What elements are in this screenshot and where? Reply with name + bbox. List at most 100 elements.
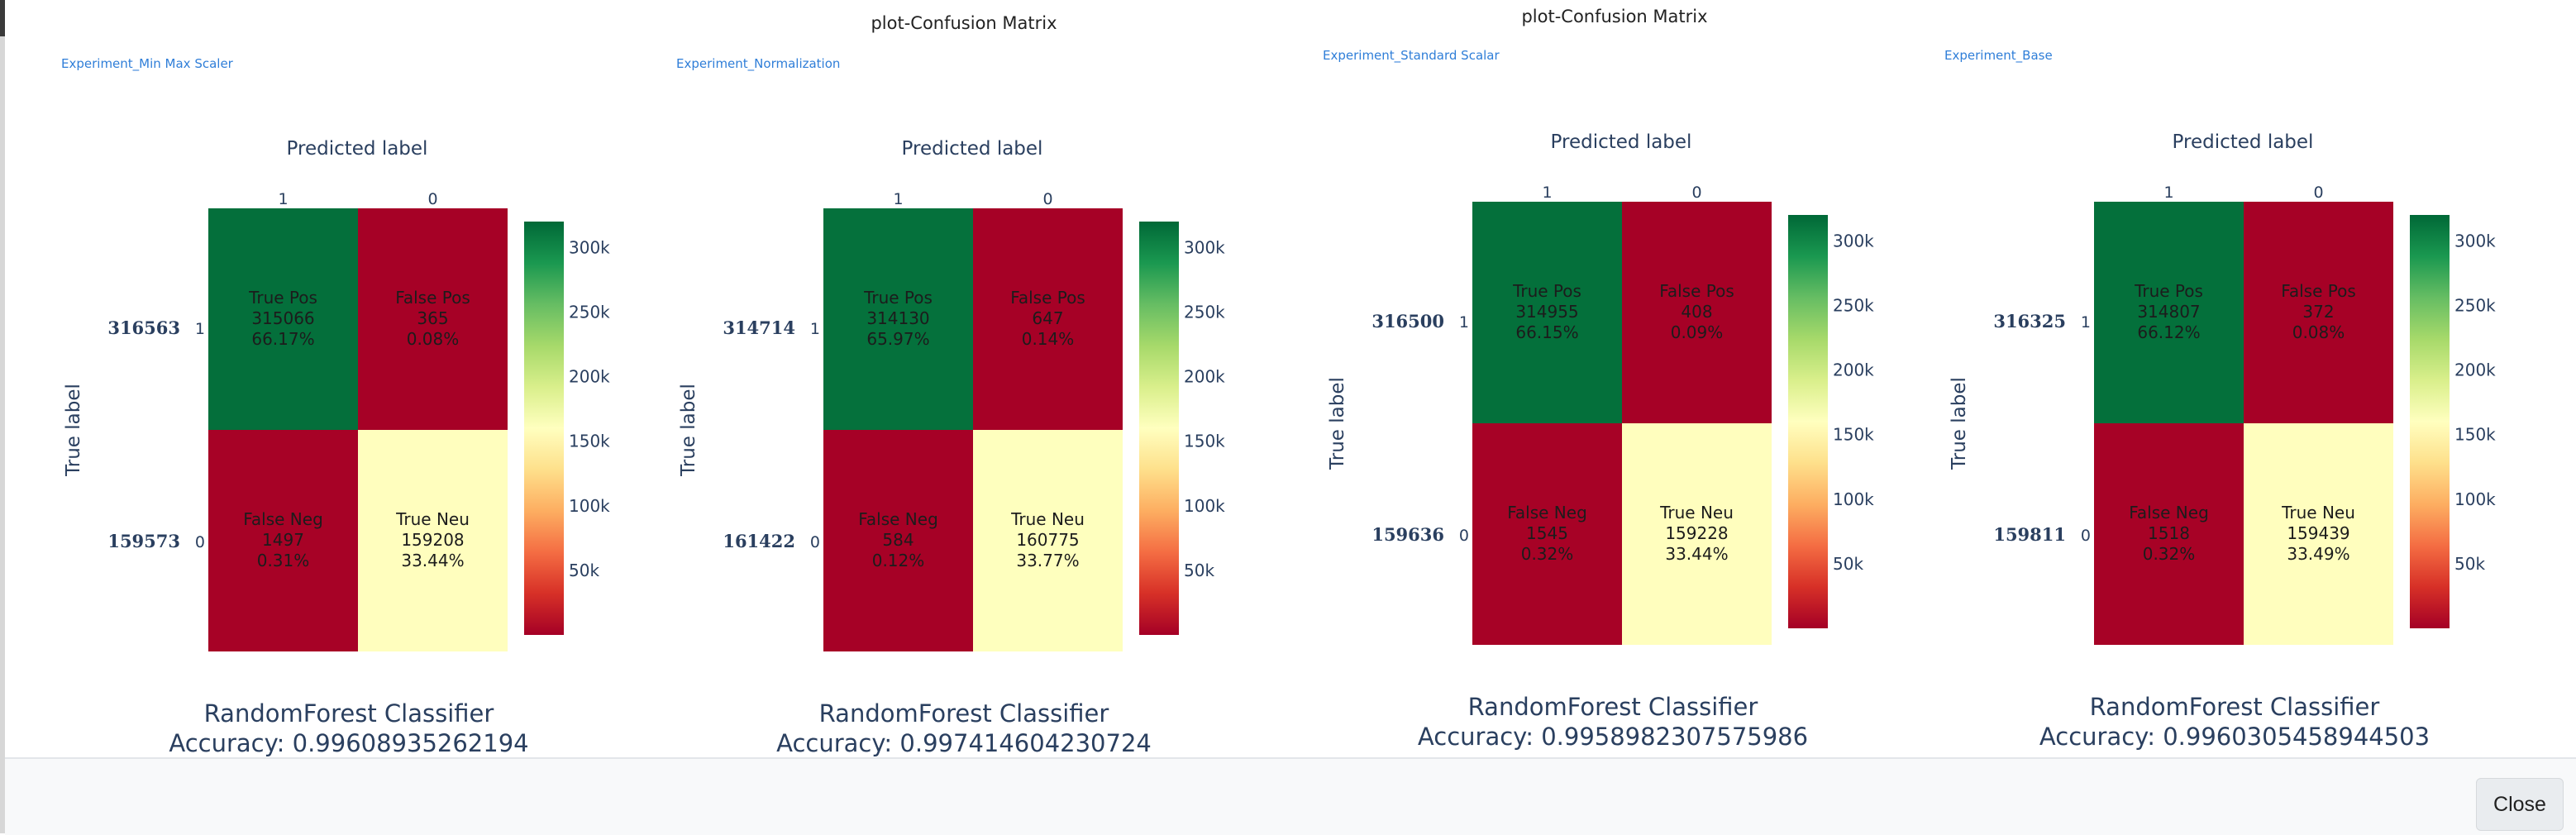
cell-annotation: 314130 xyxy=(866,308,929,328)
cell-annotation: 0.09% xyxy=(1671,322,1724,342)
cell-annotation: 314807 xyxy=(2137,302,2200,322)
heatmap-cell xyxy=(208,430,358,651)
y-tick-label: 1 xyxy=(810,320,820,338)
cell-annotation: False Neg xyxy=(1507,503,1587,522)
x-tick-label: 1 xyxy=(1542,184,1552,202)
x-tick-label: 0 xyxy=(427,190,437,208)
cell-annotation: 0.32% xyxy=(2143,544,2196,564)
colorbar-tick-label: 200k xyxy=(2454,360,2496,380)
cell-annotation: False Pos xyxy=(2281,281,2356,301)
cell-annotation: 33.44% xyxy=(1665,544,1728,564)
cell-annotation: True Pos xyxy=(863,288,933,308)
close-button[interactable]: Close xyxy=(2476,778,2564,831)
heatmap-cell xyxy=(358,430,508,651)
heatmap-cell xyxy=(1472,202,1622,423)
colorbar-tick-label: 50k xyxy=(2454,554,2485,574)
colorbar-tick-label: 300k xyxy=(1184,237,1225,257)
cell-annotation: True Neu xyxy=(395,509,470,529)
modal-footer xyxy=(5,757,2576,835)
colorbar-tick-label: 50k xyxy=(1833,554,1863,574)
colorbar-tick-label: 50k xyxy=(569,561,599,580)
cell-annotation: 1518 xyxy=(2148,523,2190,543)
plot-title-2: plot-Confusion Matrix xyxy=(1521,7,1708,26)
colorbar-tick-label: 250k xyxy=(1184,302,1225,322)
colorbar-tick-label: 100k xyxy=(1833,489,1874,509)
cell-annotation: 160775 xyxy=(1016,530,1079,550)
cell-annotation: True Pos xyxy=(248,288,317,308)
confusion-matrix-chart-3: Predicted label True label 1 0 1 316500 0 15963… xyxy=(1327,131,1874,751)
heatmap-cell xyxy=(1472,423,1622,645)
heatmap-cell xyxy=(2094,423,2244,645)
confusion-matrix-chart-1: Predicted label True label 1 0 1 316563 0 15957… xyxy=(63,138,610,757)
heatmap-cell xyxy=(1622,202,1772,423)
y-tick-label: 0 xyxy=(1459,527,1469,545)
cell-annotation: 159439 xyxy=(2287,523,2349,543)
colorbar-tick-label: 150k xyxy=(1833,425,1874,445)
y-axis-title: True label xyxy=(1327,377,1348,470)
cell-annotation: 66.12% xyxy=(2137,322,2200,342)
cell-annotation: 408 xyxy=(1681,302,1712,322)
x-tick-label: 0 xyxy=(2313,184,2323,202)
accuracy-label: Accuracy: 0.99608935262194 xyxy=(169,729,528,757)
cell-annotation: True Neu xyxy=(2281,503,2355,522)
y-tick-label: 0 xyxy=(195,533,205,551)
window-edge-handle xyxy=(0,0,5,36)
cell-annotation: 0.08% xyxy=(2292,322,2345,342)
heatmap-cell xyxy=(823,430,973,651)
colorbar-tick-label: 300k xyxy=(1833,231,1874,250)
cell-annotation: 647 xyxy=(1032,308,1063,328)
experiment-link-standard[interactable]: Experiment_Standard Scalar xyxy=(1323,48,1500,63)
confusion-matrix-chart-2: Predicted label True label 1 0 1 314714 0 16142… xyxy=(678,138,1225,757)
colorbar-tick-label: 250k xyxy=(2454,295,2496,315)
accuracy-label: Accuracy: 0.9960305458944503 xyxy=(2039,723,2430,751)
cell-annotation: 66.17% xyxy=(251,329,314,349)
colorbar-tick-label: 250k xyxy=(569,302,610,322)
colorbar-tick-label: 300k xyxy=(2454,231,2496,250)
cell-annotation: 0.31% xyxy=(257,551,310,570)
cell-annotation: 372 xyxy=(2302,302,2334,322)
colorbar-tick-label: 100k xyxy=(2454,489,2496,509)
heatmap-cell xyxy=(208,208,358,430)
cell-annotation: 0.14% xyxy=(1022,329,1075,349)
colorbar-tick-label: 200k xyxy=(569,367,610,387)
cell-annotation: False Pos xyxy=(395,288,470,308)
y-tick-label: 1 xyxy=(2081,313,2091,332)
heatmap-cell xyxy=(2244,423,2393,645)
cell-annotation: False Pos xyxy=(1659,281,1734,301)
confusion-matrix-panel-4: Predicted label True label 1 0 1 316325 0 15981… xyxy=(1886,0,2496,754)
colorbar-tick-label: 250k xyxy=(1833,295,1874,315)
x-tick-label: 1 xyxy=(278,190,288,208)
cell-annotation: 1545 xyxy=(1526,523,1568,543)
colorbar xyxy=(1139,222,1179,635)
experiment-link-base[interactable]: Experiment_Base xyxy=(1944,48,2053,63)
cell-annotation: False Neg xyxy=(858,509,938,529)
row-total-label: 316563 xyxy=(107,317,180,338)
cell-annotation: 66.15% xyxy=(1515,322,1578,342)
row-total-label: 316500 xyxy=(1371,311,1444,332)
left-edge-bar xyxy=(0,0,5,833)
cell-annotation: False Neg xyxy=(2129,503,2209,522)
colorbar-tick-label: 200k xyxy=(1184,367,1225,387)
heatmap-cell xyxy=(973,430,1123,651)
cell-annotation: 33.44% xyxy=(401,551,464,570)
x-axis-title: Predicted label xyxy=(902,138,1043,160)
cell-annotation: 65.97% xyxy=(866,329,929,349)
row-total-label: 159636 xyxy=(1371,524,1444,545)
experiment-link-normalization[interactable]: Experiment_Normalization xyxy=(676,56,841,71)
cell-annotation: 314955 xyxy=(1515,302,1578,322)
y-tick-label: 1 xyxy=(195,320,205,338)
y-tick-label: 0 xyxy=(2081,527,2091,545)
cell-annotation: 584 xyxy=(882,530,914,550)
cell-annotation: 159208 xyxy=(401,530,464,550)
cell-annotation: 33.77% xyxy=(1016,551,1079,570)
row-total-label: 161422 xyxy=(723,531,795,551)
colorbar-tick-label: 300k xyxy=(569,237,610,257)
cell-annotation: True Neu xyxy=(1010,509,1085,529)
x-axis-title: Predicted label xyxy=(2173,131,2314,153)
x-tick-label: 0 xyxy=(1691,184,1701,202)
experiment-link-minmax[interactable]: Experiment_Min Max Scaler xyxy=(61,56,233,71)
x-tick-label: 1 xyxy=(2163,184,2173,202)
y-tick-label: 0 xyxy=(810,533,820,551)
heatmap-cell xyxy=(823,208,973,430)
cell-annotation: 1497 xyxy=(262,530,304,550)
